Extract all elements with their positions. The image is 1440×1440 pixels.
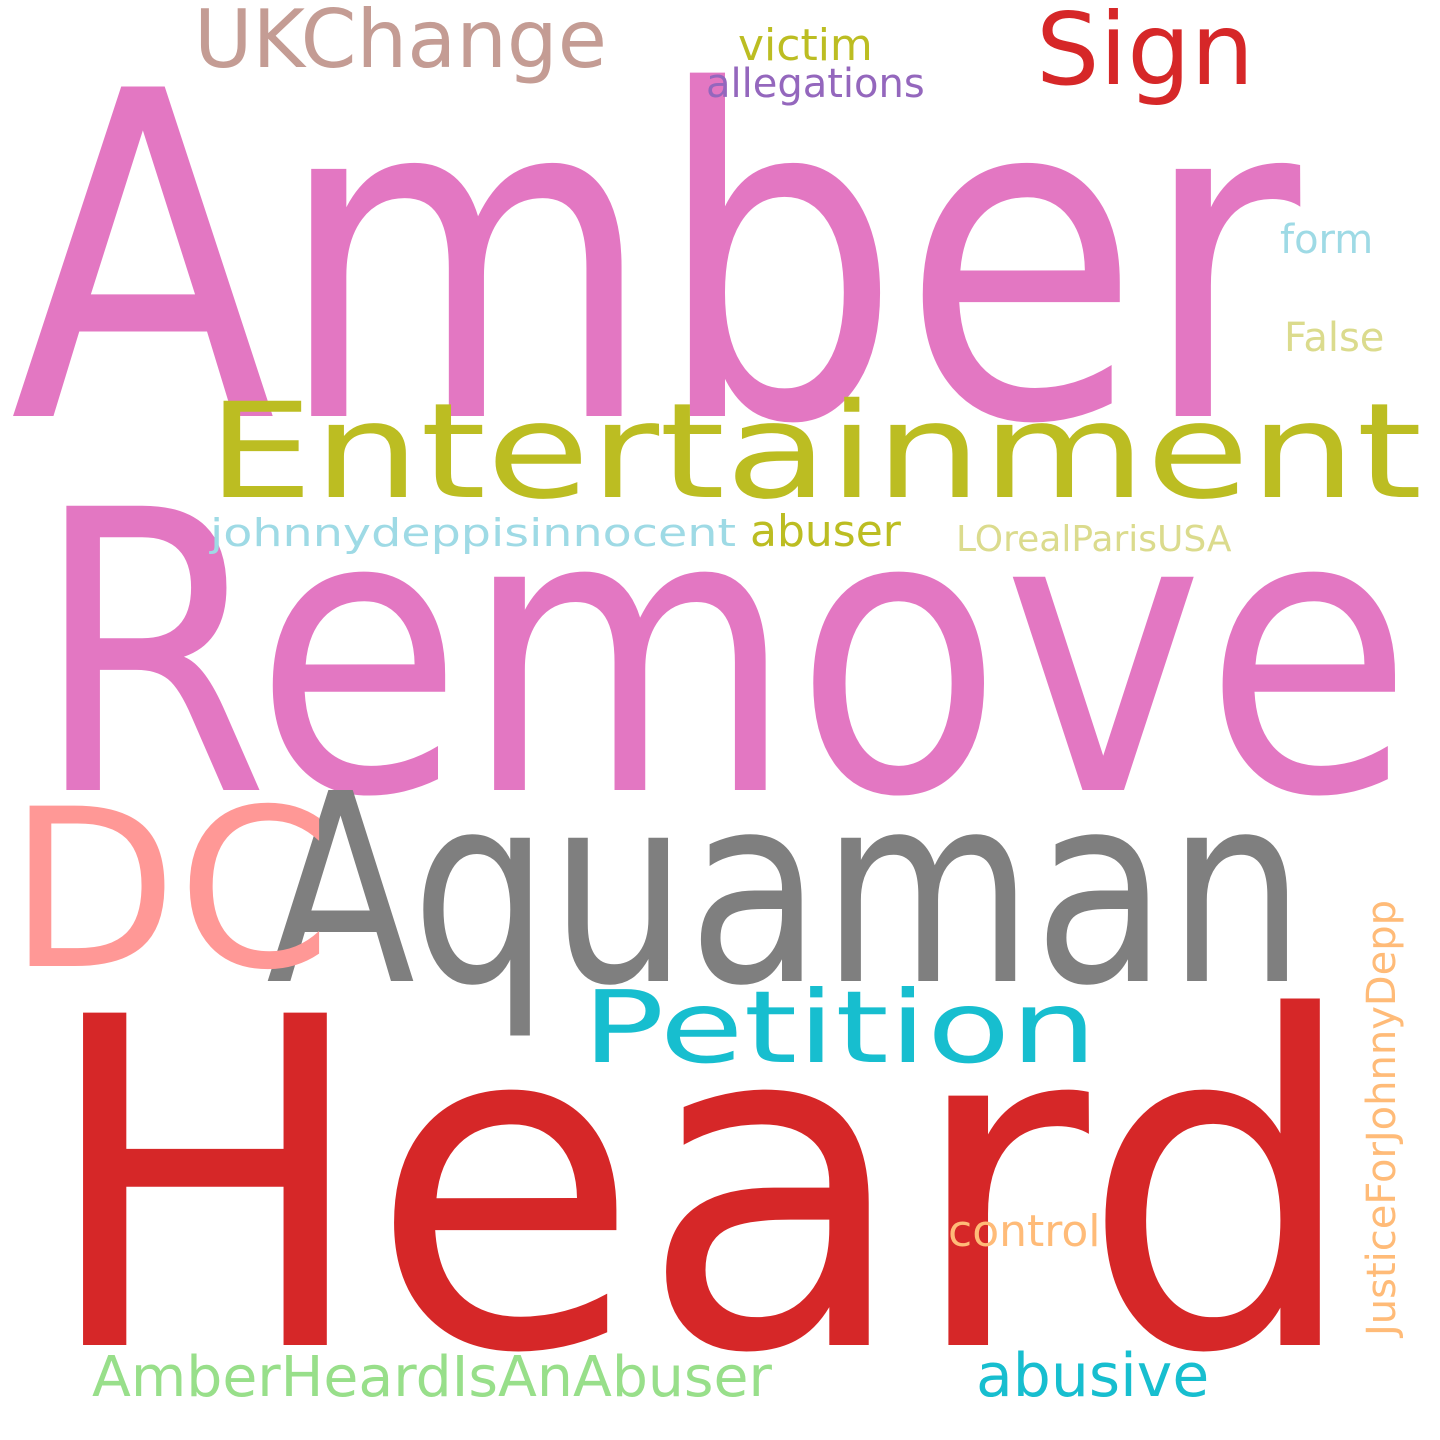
- word-amber: Amber: [10, 0, 1301, 523]
- word-amberheardisanabuser: AmberHeardIsAnAbuser: [92, 1345, 772, 1410]
- word-control: control: [948, 1206, 1101, 1257]
- word-abusive: abusive: [976, 1341, 1210, 1411]
- word-remove: Remove: [33, 428, 1414, 882]
- word-dc: DC: [8, 762, 332, 1018]
- word-justiceforjohnnydepp: JusticeForJohnnyDepp: [1359, 900, 1405, 1337]
- word-petition: Petition: [582, 969, 1098, 1086]
- word-aquaman: Aquaman: [266, 738, 1306, 1043]
- word-abuser: abuser: [750, 506, 901, 557]
- word-victim: victim: [738, 20, 873, 71]
- word-form: form: [1280, 217, 1374, 263]
- word-heard: Heard: [40, 922, 1360, 1440]
- word-allegations: allegations: [706, 61, 925, 107]
- word-johnnydeppisinnocent: johnnydeppisinnocent: [210, 511, 737, 555]
- word-false: False: [1284, 315, 1385, 361]
- word-entertainment: Entertainment: [207, 375, 1423, 529]
- word-ukchange: UKChange: [194, 0, 607, 86]
- word-sign: Sign: [1036, 0, 1255, 108]
- word-lorealparisusa: LOrealParisUSA: [956, 519, 1232, 560]
